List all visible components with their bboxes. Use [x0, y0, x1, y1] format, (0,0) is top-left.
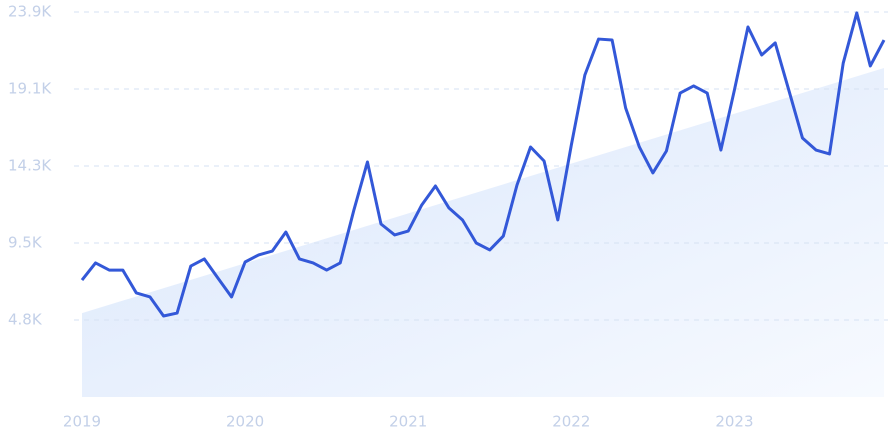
x-tick-label: 2023 — [715, 413, 753, 431]
y-tick-label: 14.3K — [8, 157, 52, 175]
x-tick-label: 2020 — [226, 413, 264, 431]
x-tick-label: 2022 — [552, 413, 590, 431]
y-tick-label: 19.1K — [8, 80, 52, 98]
y-tick-label: 4.8K — [8, 311, 43, 329]
data-line — [80, 11, 886, 318]
trend-area — [82, 68, 884, 397]
y-tick-label: 23.9K — [8, 3, 52, 21]
x-tick-label: 2021 — [389, 413, 427, 431]
x-tick-label: 2019 — [63, 413, 101, 431]
y-tick-label: 9.5K — [8, 234, 43, 252]
